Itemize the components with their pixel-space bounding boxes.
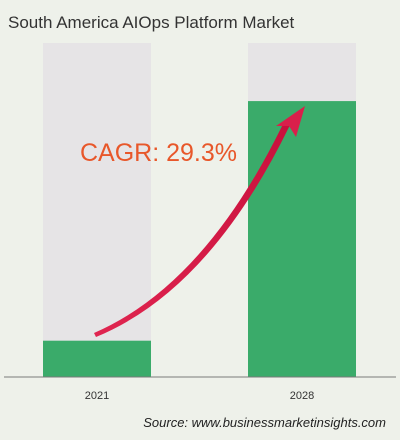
bar-track-2021	[43, 43, 151, 377]
bar-2028	[248, 101, 356, 377]
cagr-arrow	[94, 106, 305, 337]
chart-title: South America AIOps Platform Market	[8, 13, 295, 32]
x-tick-label: 2021	[85, 390, 109, 402]
x-axis-ticks: 2021 2028	[85, 390, 314, 402]
arrow-head	[276, 106, 305, 137]
bar-2021	[43, 340, 151, 377]
x-tick-label: 2028	[290, 390, 314, 402]
cagr-annotation: CAGR: 29.3%	[80, 139, 237, 167]
bars-layer	[43, 43, 356, 377]
source-credit: Source: www.businessmarketinsights.com	[143, 415, 386, 430]
